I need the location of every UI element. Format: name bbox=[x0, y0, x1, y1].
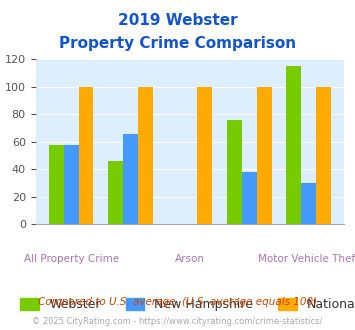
Bar bbox=[286, 66, 301, 224]
Bar bbox=[78, 87, 93, 224]
Text: Motor Vehicle Theft: Motor Vehicle Theft bbox=[258, 254, 355, 264]
Bar bbox=[242, 172, 257, 224]
Bar bbox=[227, 120, 242, 224]
Text: Property Crime Comparison: Property Crime Comparison bbox=[59, 36, 296, 51]
Bar bbox=[316, 87, 331, 224]
Bar bbox=[123, 134, 138, 224]
Text: Compared to U.S. average. (U.S. average equals 100): Compared to U.S. average. (U.S. average … bbox=[38, 297, 317, 307]
Bar bbox=[49, 145, 64, 224]
Text: © 2025 CityRating.com - https://www.cityrating.com/crime-statistics/: © 2025 CityRating.com - https://www.city… bbox=[32, 317, 323, 326]
Text: Arson: Arson bbox=[175, 254, 205, 264]
Bar bbox=[64, 145, 78, 224]
Bar bbox=[257, 87, 272, 224]
Text: 2019 Webster: 2019 Webster bbox=[118, 13, 237, 28]
Legend: Webster, New Hampshire, National: Webster, New Hampshire, National bbox=[15, 293, 355, 316]
Bar bbox=[138, 87, 153, 224]
Bar bbox=[301, 183, 316, 224]
Text: All Property Crime: All Property Crime bbox=[23, 254, 119, 264]
Bar bbox=[197, 87, 212, 224]
Bar bbox=[108, 161, 123, 224]
